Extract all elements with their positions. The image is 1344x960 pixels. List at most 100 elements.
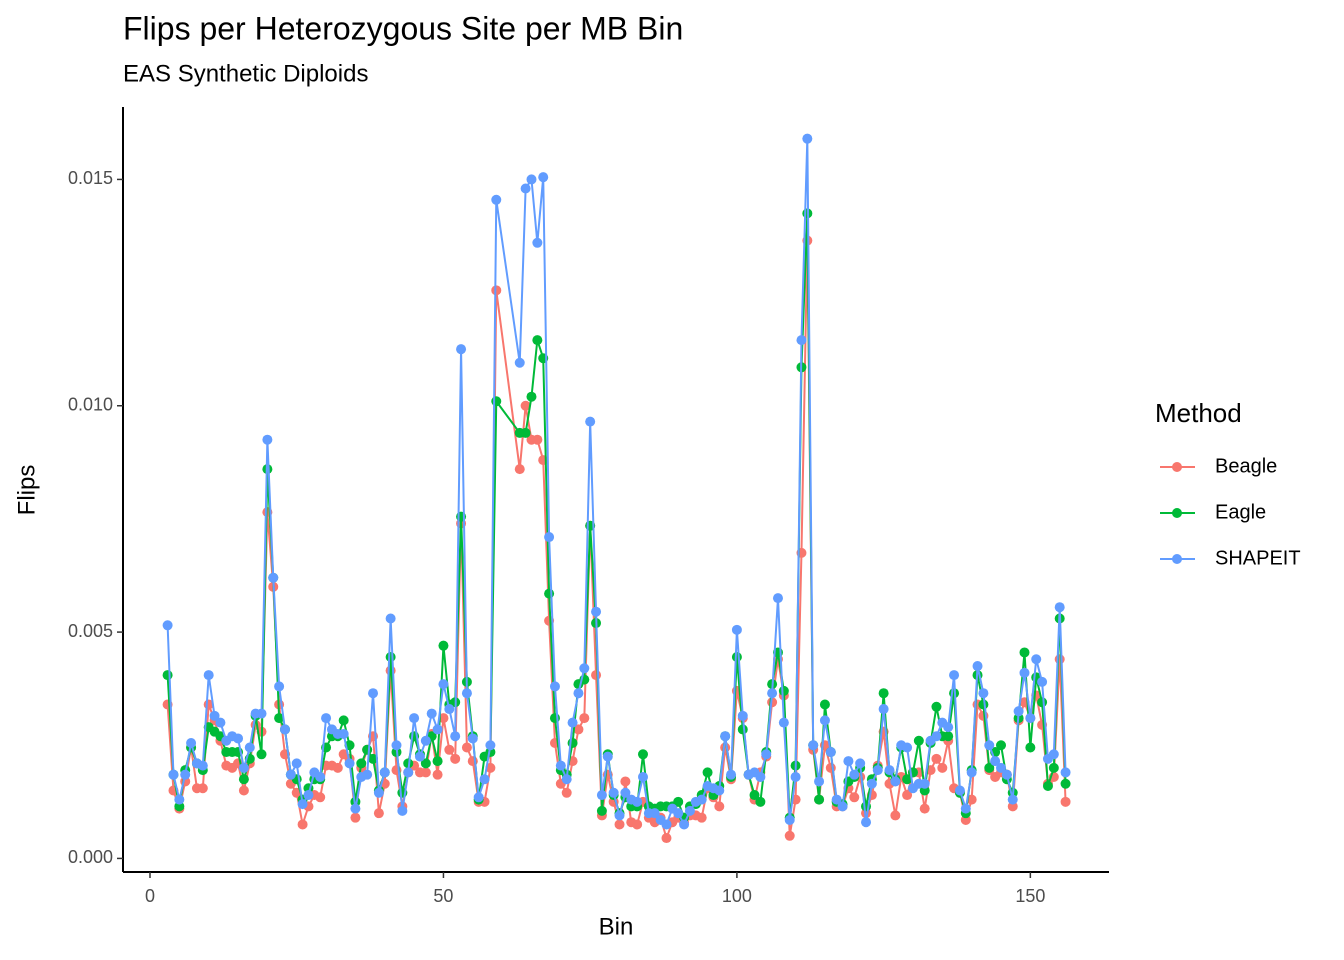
data-point [373, 787, 384, 798]
data-point [479, 774, 490, 785]
data-point [1013, 706, 1024, 717]
x-tick-label: 150 [1015, 886, 1045, 906]
data-point [420, 758, 431, 769]
data-point [397, 805, 408, 816]
data-point [297, 799, 308, 810]
data-point [796, 335, 807, 346]
data-point [902, 774, 913, 785]
data-point [356, 758, 367, 769]
y-tick-label: 0.005 [68, 621, 113, 641]
data-point [456, 344, 467, 355]
data-point [315, 771, 326, 782]
data-point [1048, 749, 1059, 760]
legend-label: Eagle [1215, 501, 1266, 523]
x-tick-label: 0 [145, 886, 155, 906]
data-point [444, 704, 455, 715]
data-point [414, 751, 425, 762]
data-point [520, 400, 531, 411]
data-point [549, 681, 560, 692]
data-point [561, 787, 572, 798]
data-point [596, 805, 607, 816]
data-point [168, 769, 179, 780]
data-point [555, 760, 566, 771]
data-point [814, 794, 825, 805]
data-point [450, 753, 461, 764]
data-point [368, 688, 379, 699]
data-point [761, 749, 772, 760]
data-point [338, 728, 349, 739]
data-point [1060, 796, 1071, 807]
data-point [620, 787, 631, 798]
data-point [215, 717, 226, 728]
data-point [684, 805, 695, 816]
data-point [1031, 654, 1042, 665]
data-point [438, 640, 449, 651]
data-point [996, 762, 1007, 773]
data-point [473, 792, 484, 803]
y-axis-label: Flips [13, 465, 40, 516]
data-point [632, 796, 643, 807]
data-point [520, 183, 531, 194]
y-tick-label: 0.010 [68, 395, 113, 415]
data-point [778, 717, 789, 728]
data-point [778, 685, 789, 696]
data-point [444, 744, 455, 755]
data-point [714, 785, 725, 796]
data-point [637, 749, 648, 760]
data-point [1060, 767, 1071, 778]
legend-label: SHAPEIT [1215, 547, 1301, 569]
data-point [661, 819, 672, 830]
data-point [1042, 780, 1053, 791]
data-point [274, 681, 285, 692]
data-point [461, 742, 472, 753]
legend-key-point [1172, 554, 1182, 564]
data-point [913, 735, 924, 746]
data-point [949, 670, 960, 681]
data-point [661, 833, 672, 844]
data-point [579, 663, 590, 674]
data-point [238, 762, 249, 773]
data-point [532, 237, 543, 248]
data-point [238, 785, 249, 796]
data-point [966, 767, 977, 778]
data-point [731, 624, 742, 635]
data-point [849, 769, 860, 780]
data-point [238, 774, 249, 785]
data-point [614, 810, 625, 821]
data-point [426, 708, 437, 719]
data-point [180, 769, 191, 780]
data-point [186, 737, 197, 748]
data-point [1060, 778, 1071, 789]
data-point [637, 771, 648, 782]
data-point [591, 670, 602, 681]
data-point [362, 769, 373, 780]
data-point [585, 416, 596, 427]
data-point [573, 688, 584, 699]
data-point [814, 776, 825, 787]
data-point [931, 701, 942, 712]
data-point [567, 737, 578, 748]
data-point [297, 819, 308, 830]
chart-title: Flips per Heterozygous Site per MB Bin [123, 10, 683, 46]
data-point [767, 688, 778, 699]
data-point [866, 778, 877, 789]
data-point [338, 715, 349, 726]
data-point [825, 747, 836, 758]
data-point [784, 814, 795, 825]
data-point [1025, 713, 1036, 724]
data-point [268, 572, 279, 583]
data-point [1054, 654, 1065, 665]
data-point [984, 762, 995, 773]
data-point [1048, 762, 1059, 773]
data-point [461, 688, 472, 699]
data-point [849, 792, 860, 803]
data-point [872, 765, 883, 776]
data-point [902, 742, 913, 753]
data-point [884, 765, 895, 776]
data-point [209, 710, 220, 721]
data-point [332, 762, 343, 773]
data-point [1054, 602, 1065, 613]
data-point [579, 713, 590, 724]
data-point [450, 731, 461, 742]
